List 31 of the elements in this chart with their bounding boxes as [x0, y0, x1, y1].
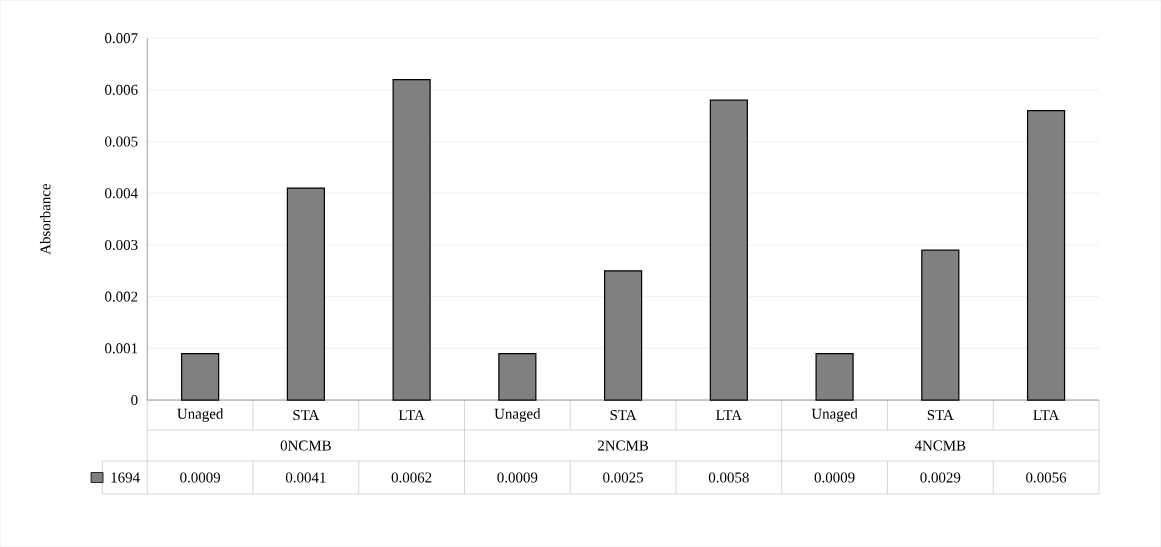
- y-tick-label: 0.002: [105, 291, 138, 302]
- data-label: 0.0058: [708, 472, 749, 483]
- x-tick-label: STA: [293, 409, 320, 420]
- data-label: 0.0056: [1026, 472, 1067, 483]
- y-tick-label: 0: [131, 394, 138, 405]
- legend-label: 1694: [111, 472, 140, 483]
- data-label: 0.0009: [180, 472, 221, 483]
- text: 4NCMB: [914, 440, 966, 451]
- y-tick-label: 0.003: [105, 239, 138, 250]
- data-label: 0.0009: [497, 472, 538, 483]
- y-tick-label: 0.005: [105, 136, 138, 147]
- x-tick-label: Unaged: [811, 408, 858, 422]
- x-tick-label: Unaged: [494, 408, 541, 422]
- y-tick-label: 0.007: [105, 33, 138, 44]
- data-label: 0.0025: [603, 472, 644, 483]
- x-tick-label: STA: [610, 409, 637, 420]
- text: 0NCMB: [280, 440, 331, 451]
- data-label: 0.0029: [920, 472, 961, 483]
- data-label: 0.0041: [285, 472, 326, 483]
- x-tick-label: LTA: [716, 410, 742, 420]
- data-label: 0.0009: [814, 472, 855, 483]
- text: 2NCMB: [598, 440, 649, 451]
- x-tick-label: Unaged: [177, 408, 224, 422]
- data-label: 0.0062: [391, 472, 432, 483]
- y-tick-label: 0.006: [105, 84, 138, 95]
- x-tick-label: LTA: [1033, 410, 1060, 420]
- x-tick-label: LTA: [398, 410, 425, 420]
- x-tick-label: STA: [927, 409, 954, 420]
- y-axis-title: Absorbance: [39, 183, 51, 255]
- y-tick-label: 0.001: [105, 343, 138, 354]
- y-tick-label: 0.004: [105, 188, 138, 199]
